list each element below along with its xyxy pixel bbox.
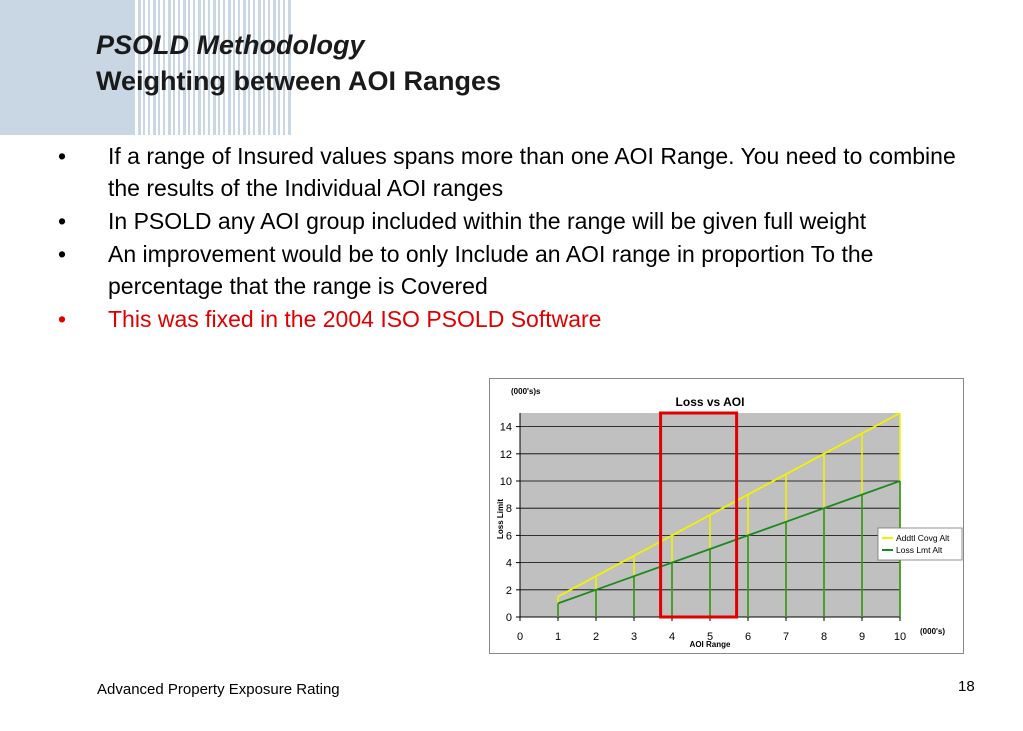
legend-label: Addtl Covg Alt bbox=[896, 533, 950, 543]
decorative-header-stripes bbox=[0, 0, 300, 135]
bullet-text: This was fixed in the 2004 ISO PSOLD Sof… bbox=[108, 306, 602, 332]
y-tick-label: 6 bbox=[506, 530, 512, 542]
y-tick-label: 14 bbox=[500, 422, 512, 434]
chart-title: Loss vs AOI bbox=[676, 395, 745, 409]
series-line-2 bbox=[557, 480, 901, 605]
slide-title: PSOLD Methodology bbox=[96, 30, 365, 60]
y-tick-label: 8 bbox=[506, 503, 512, 515]
page-number: 18 bbox=[958, 678, 975, 695]
y-tick-label: 12 bbox=[500, 449, 512, 461]
bullet-marker: • bbox=[58, 143, 67, 169]
x-tick-label: 1 bbox=[555, 631, 561, 643]
x-tick-label: 4 bbox=[669, 631, 675, 643]
x-axis-label: AOI Range bbox=[690, 640, 731, 649]
x-tick-label: 0 bbox=[517, 631, 523, 643]
legend-label: Loss Lmt Alt bbox=[896, 545, 943, 555]
x-tick-label: 9 bbox=[859, 631, 865, 643]
y-tick-label: 4 bbox=[506, 558, 512, 570]
legend-box bbox=[877, 527, 963, 561]
y-tick-label: 2 bbox=[506, 585, 512, 597]
bullet-marker: • bbox=[58, 208, 67, 234]
y-axis-label: Loss Limit bbox=[496, 499, 505, 539]
highlight-box bbox=[659, 411, 739, 619]
footer-text: Advanced Property Exposure Rating bbox=[97, 681, 340, 698]
bullet-text: In PSOLD any AOI group included within t… bbox=[108, 208, 867, 234]
bullet-item: • In PSOLD any AOI group included within … bbox=[58, 205, 988, 237]
x-tick-label: 7 bbox=[783, 631, 789, 643]
series-line-1 bbox=[557, 412, 901, 598]
x-tick-label: 5 bbox=[707, 631, 713, 643]
y-tick-label: 0 bbox=[506, 612, 512, 624]
bullet-text: An improvement would be to only Include … bbox=[108, 241, 874, 299]
bullet-list: • If a range of Insured values spans more… bbox=[58, 140, 988, 336]
slide-subtitle: Weighting between AOI Ranges bbox=[96, 66, 502, 96]
x-tick-label: 8 bbox=[821, 631, 827, 643]
bullet-marker: • bbox=[58, 306, 67, 332]
x-tick-label: 6 bbox=[745, 631, 751, 643]
loss-vs-aoi-chart: 0 2 4 6 8 10 12 14 0 1 2 3 4 5 6 7 8 9 10 Loss vs AOI (000's… bbox=[489, 378, 964, 654]
y-tick-label: 10 bbox=[500, 476, 512, 488]
bullet-item: • An improvement would be to only Include… bbox=[58, 238, 988, 302]
x-tick-label: 10 bbox=[894, 631, 906, 643]
bullet-text: If a range of Insured values spans more … bbox=[108, 143, 956, 201]
bullet-item-highlight: • This was fixed in the 2004 ISO PSOLD So… bbox=[58, 303, 988, 335]
bullet-item: • If a range of Insured values spans more… bbox=[58, 140, 988, 204]
bullet-marker: • bbox=[58, 241, 67, 267]
x-tick-label: 3 bbox=[631, 631, 637, 643]
x-tick-label: 2 bbox=[593, 631, 599, 643]
x-unit-label: (000's) bbox=[920, 627, 945, 636]
y-unit-label: (000's)s bbox=[511, 387, 541, 396]
